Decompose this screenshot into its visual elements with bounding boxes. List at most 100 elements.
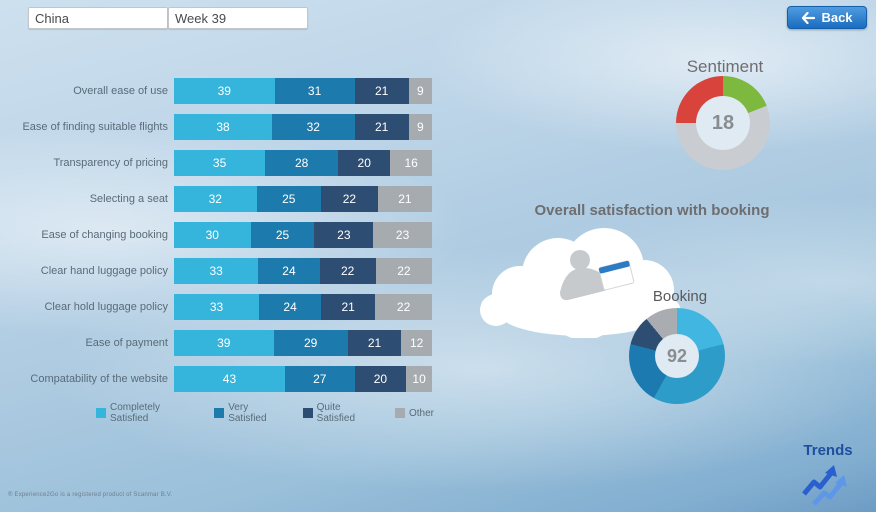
trends-label: Trends	[803, 442, 853, 459]
bar-segment-value: 25	[282, 192, 296, 206]
bar-row: Overall ease of use 39 31 21 9	[22, 78, 434, 104]
bar-segment[interactable]: 38	[174, 114, 273, 140]
bar-segment[interactable]: 21	[354, 114, 409, 140]
booking-donut-chart[interactable]: 92	[629, 308, 725, 404]
bar-segment-value: 21	[341, 300, 355, 314]
bar-segment[interactable]: 22	[375, 294, 432, 320]
sentiment-value: 18	[696, 96, 750, 150]
bar-segment[interactable]: 27	[284, 366, 355, 392]
bar-segment[interactable]: 24	[258, 258, 320, 284]
bar-track: 33 24 21 22	[174, 294, 432, 320]
bar-segment-value: 22	[396, 300, 411, 314]
bar-segment-value: 22	[341, 264, 355, 278]
legend-item[interactable]: Very Satisfied	[214, 402, 288, 424]
bar-segment[interactable]: 21	[377, 186, 432, 212]
bar-track: 33 24 22 22	[174, 258, 432, 284]
footer-note: ® Experience2Go is a registered product …	[8, 492, 173, 498]
bar-segment-value: 28	[295, 156, 309, 170]
legend-item[interactable]: Other	[394, 408, 434, 419]
back-button-label: Back	[821, 10, 853, 25]
bar-category-label: Compatability of the website	[30, 373, 168, 385]
bar-segment[interactable]: 39	[174, 78, 275, 104]
bar-segment-value: 22	[397, 264, 411, 278]
bar-segment[interactable]: 25	[250, 222, 315, 248]
bar-row: Clear hand luggage policy 33 24 22 22	[22, 258, 434, 284]
bar-segment[interactable]: 23	[314, 222, 374, 248]
bar-segment-value: 9	[417, 120, 424, 134]
bar-segment[interactable]: 39	[174, 330, 274, 356]
bar-segment[interactable]: 21	[321, 294, 376, 320]
booking-score: 92	[666, 345, 688, 366]
bar-category-label: Clear hold luggage policy	[44, 301, 168, 313]
bar-segment[interactable]: 43	[174, 366, 285, 392]
bar-segment-value: 31	[307, 84, 322, 98]
legend-label: Very Satisfied	[228, 402, 267, 424]
bar-segment[interactable]: 29	[273, 330, 348, 356]
bar-row: Selecting a seat 32 25 22 21	[22, 186, 434, 212]
bar-segment-value: 30	[205, 228, 219, 242]
bar-segment[interactable]: 30	[174, 222, 251, 248]
bar-segment[interactable]: 22	[321, 186, 378, 212]
bar-track: 35 28 20 16	[174, 150, 432, 176]
sentiment-title: Sentiment	[686, 57, 764, 76]
bar-segment-value: 43	[222, 372, 237, 386]
trends-icon[interactable]	[800, 462, 852, 511]
bar-segment-value: 21	[374, 84, 389, 98]
bar-segment-value: 39	[217, 336, 231, 350]
bar-segment[interactable]: 21	[354, 78, 409, 104]
bar-segment-value: 21	[367, 336, 382, 350]
bar-segment[interactable]: 32	[272, 114, 355, 140]
bar-row: Ease of changing booking 30 25 23 23	[22, 222, 434, 248]
bar-segment[interactable]: 22	[319, 258, 376, 284]
satisfaction-bar-chart: Overall ease of use 39 31 21 9 Ease of findin…	[22, 78, 434, 424]
satisfaction-heading: Overall satisfaction with booking	[534, 202, 770, 219]
person-reading-icon	[560, 250, 635, 301]
booking-value: 92	[655, 334, 699, 378]
bar-segment[interactable]: 24	[259, 294, 322, 320]
bar-row: Ease of finding suitable flights 38 32 21 9	[22, 114, 434, 140]
bar-segment-value: 10	[412, 372, 426, 386]
bar-category-label: Ease of finding suitable flights	[22, 121, 168, 133]
bar-segment[interactable]: 20	[354, 366, 407, 392]
sentiment-score: 18	[711, 111, 735, 134]
bar-segment[interactable]: 9	[408, 114, 432, 140]
bar-segment[interactable]: 28	[265, 150, 339, 176]
bar-segment[interactable]: 22	[375, 258, 432, 284]
bar-segment[interactable]: 23	[373, 222, 432, 248]
bar-segment[interactable]: 10	[406, 366, 432, 392]
country-filter-input[interactable]	[28, 7, 168, 29]
bar-track: 30 25 23 23	[174, 222, 432, 248]
bar-segment-value: 25	[275, 228, 290, 242]
bar-segment[interactable]: 25	[256, 186, 322, 212]
bar-segment-value: 29	[303, 336, 318, 350]
bar-category-label: Selecting a seat	[89, 193, 168, 205]
bar-segment[interactable]: 21	[347, 330, 402, 356]
bar-segment-value: 38	[216, 120, 230, 134]
bar-segment[interactable]: 33	[174, 294, 260, 320]
bar-segment[interactable]: 31	[274, 78, 355, 104]
legend-item[interactable]: Quite Satisfied	[302, 402, 381, 424]
bar-segment-value: 33	[209, 300, 224, 314]
bar-segment-value: 23	[337, 228, 351, 242]
bar-row: Clear hold luggage policy 33 24 21 22	[22, 294, 434, 320]
booking-title: Booking	[652, 288, 708, 305]
bar-segment[interactable]: 20	[338, 150, 391, 176]
bar-category-label: Ease of changing booking	[41, 229, 168, 241]
bar-segment[interactable]: 33	[174, 258, 259, 284]
bar-segment-value: 39	[217, 84, 231, 98]
bar-segment-value: 24	[282, 264, 296, 278]
bar-segment[interactable]: 9	[408, 78, 432, 104]
legend-label: Quite Satisfied	[316, 402, 356, 424]
bar-row: Ease of payment 39 29 21 12	[22, 330, 434, 356]
bar-segment[interactable]: 35	[174, 150, 266, 176]
week-filter-input[interactable]	[168, 7, 308, 29]
bar-segment-value: 33	[209, 264, 223, 278]
bar-track: 32 25 22 21	[174, 186, 432, 212]
back-button[interactable]: Back	[787, 6, 867, 29]
sentiment-donut-chart[interactable]: 18	[676, 76, 770, 170]
bar-segment[interactable]: 32	[174, 186, 257, 212]
legend-item[interactable]: Completely Satisfied	[96, 402, 200, 424]
bar-segment[interactable]: 16	[390, 150, 432, 176]
bar-segment[interactable]: 12	[401, 330, 432, 356]
back-arrow-icon	[801, 11, 816, 24]
